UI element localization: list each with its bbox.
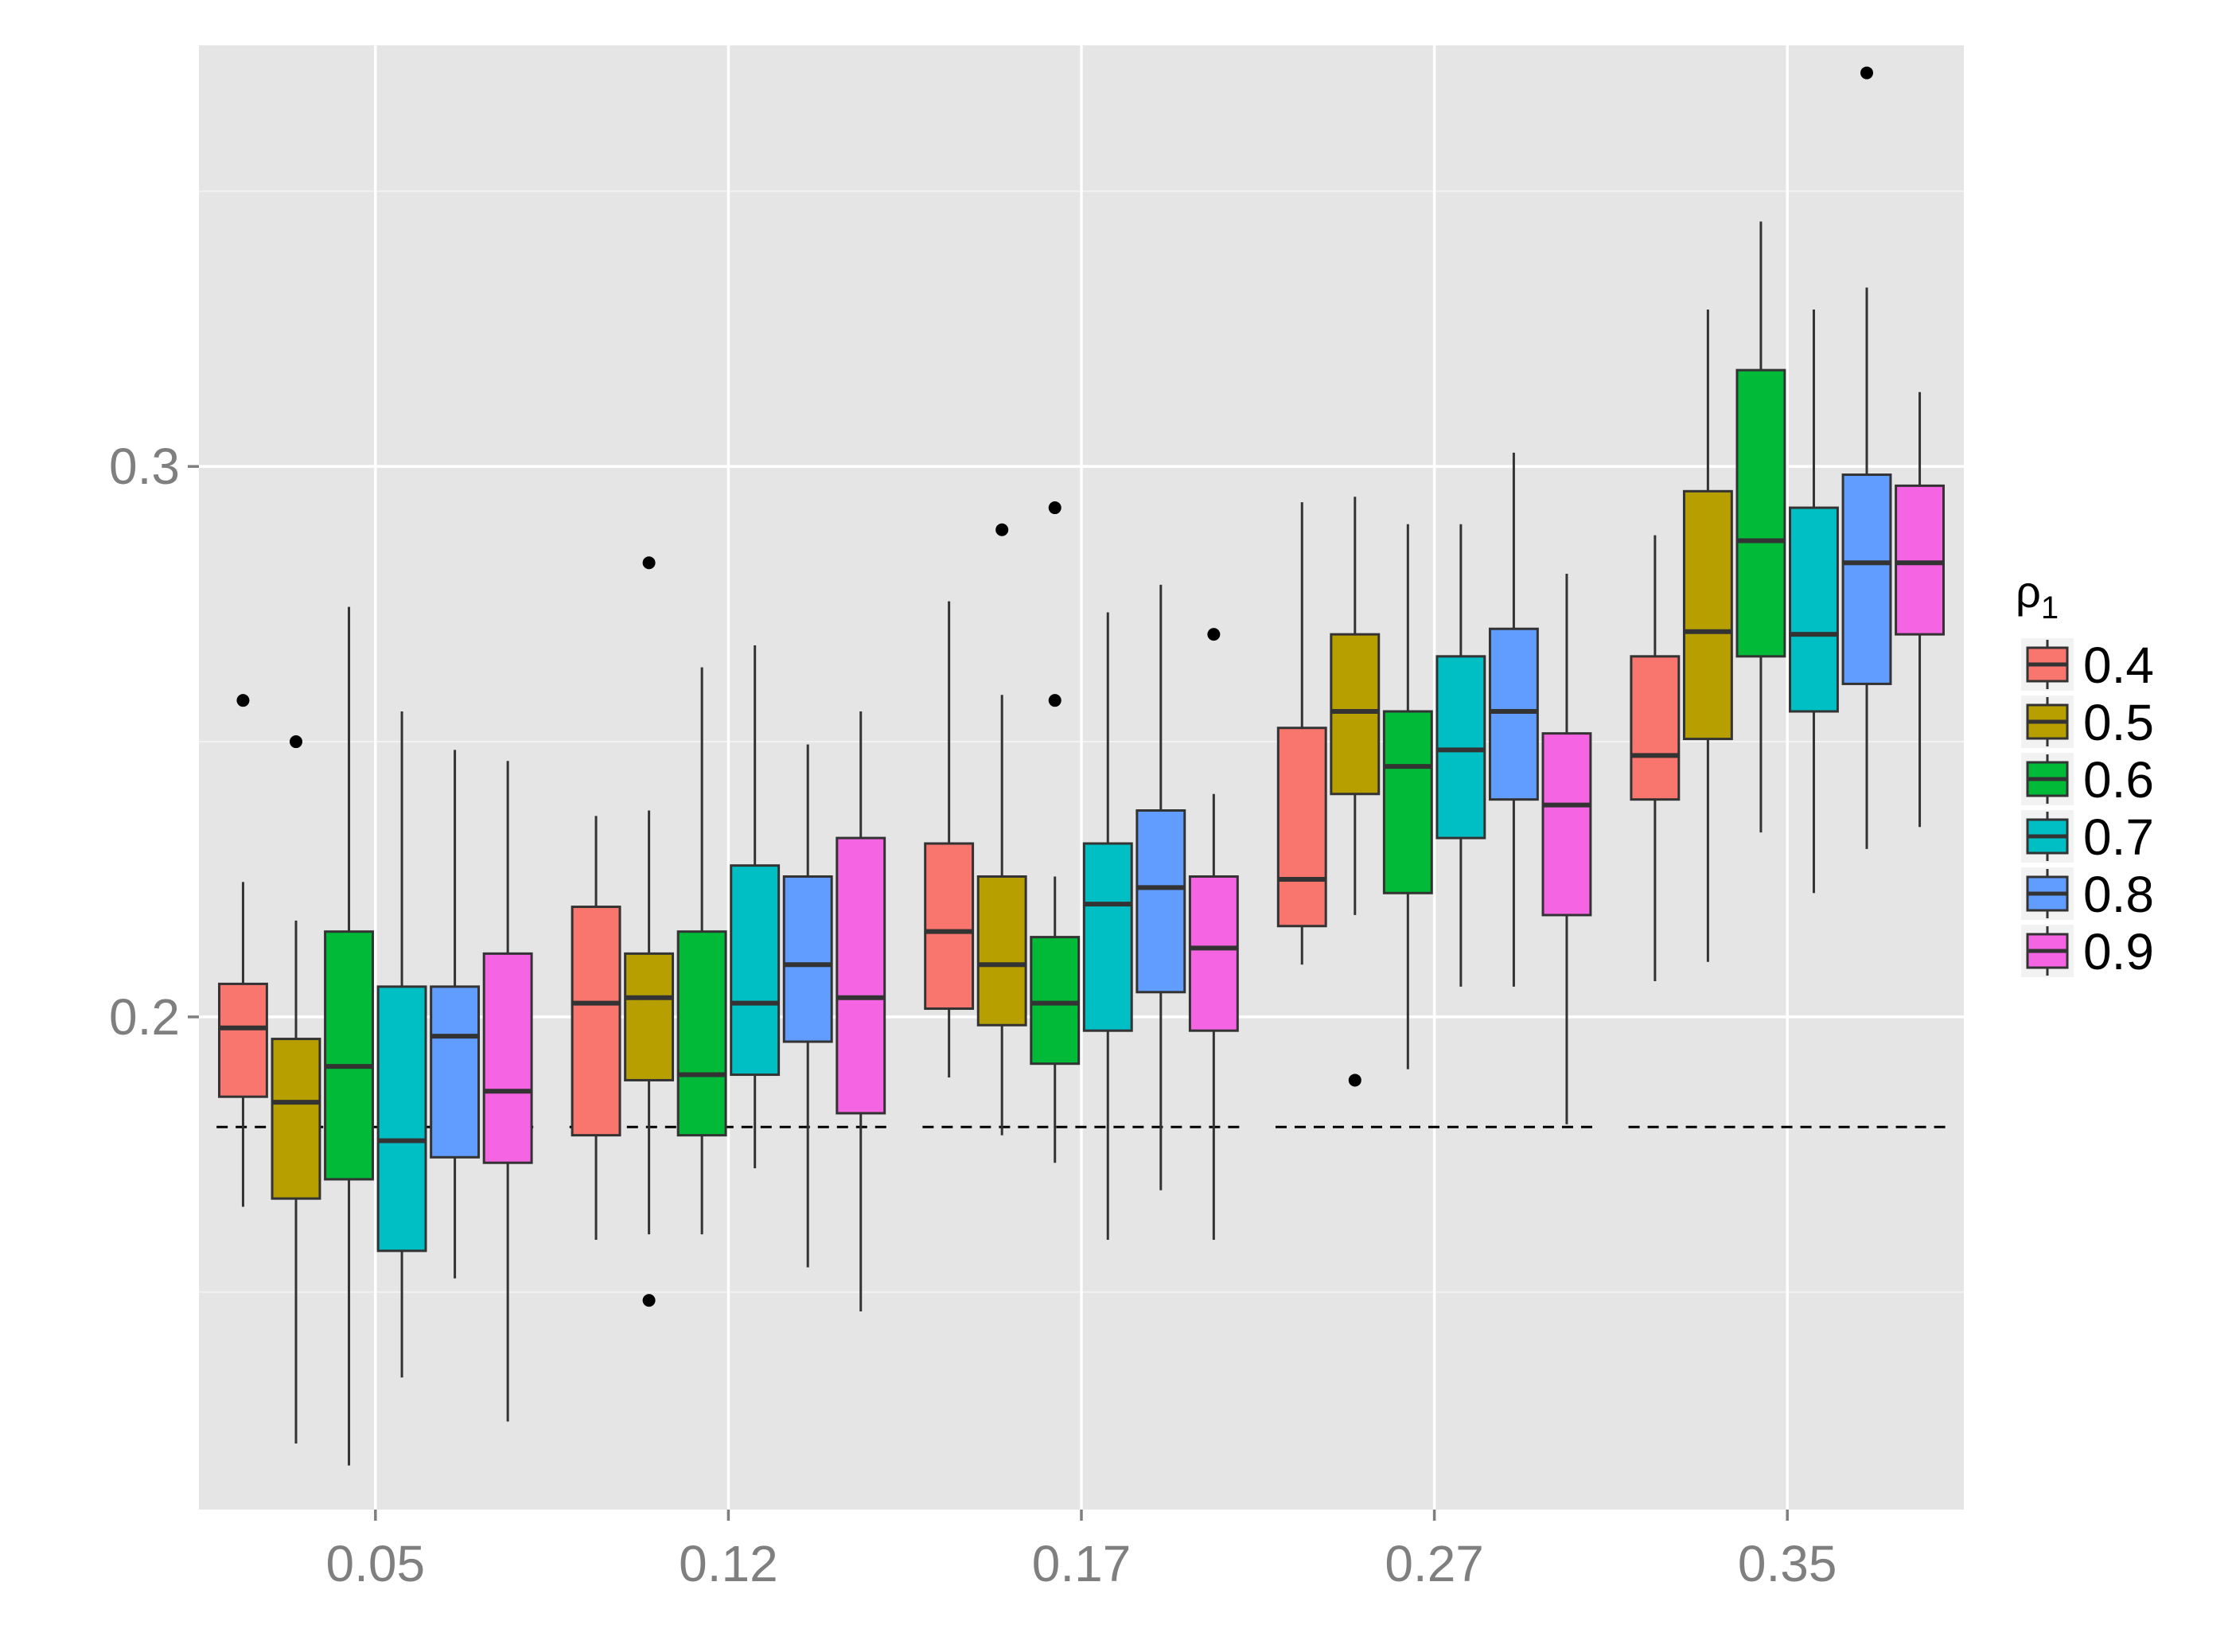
legend-item: 0.4	[2021, 637, 2154, 694]
box-iqr	[1488, 627, 1539, 801]
box-iqr	[430, 985, 481, 1159]
box-group	[676, 667, 727, 1235]
x-tick-label: 0.05	[326, 1535, 426, 1592]
box-iqr	[324, 930, 374, 1181]
legend-label: 0.9	[2083, 923, 2154, 980]
boxplot-marks	[218, 66, 1945, 1466]
box-group	[571, 816, 621, 1241]
box-iqr	[1330, 633, 1381, 796]
legend-title: ρ1	[2016, 567, 2059, 625]
box-group	[976, 523, 1027, 1136]
box-group	[271, 735, 321, 1444]
box-iqr	[676, 930, 727, 1137]
box-group	[1135, 584, 1186, 1190]
box-group	[1435, 524, 1486, 987]
legend-item: 0.7	[2021, 808, 2154, 866]
y-tick-label: 0.3	[109, 438, 180, 495]
box-iqr	[1630, 655, 1681, 801]
outlier-point	[995, 523, 1009, 536]
legend-item: 0.5	[2021, 694, 2154, 751]
outlier-point	[1860, 66, 1874, 80]
legend-label: 0.4	[2083, 637, 2154, 694]
outlier-point	[1207, 628, 1221, 641]
box-iqr	[1082, 842, 1133, 1032]
x-tick-label: 0.35	[1738, 1535, 1837, 1592]
box-group	[1382, 524, 1433, 1070]
legend-label: 0.5	[2083, 694, 2154, 751]
outlier-point	[1348, 1073, 1361, 1087]
outlier-point	[1048, 501, 1061, 515]
box-group	[924, 601, 975, 1077]
box-iqr	[1188, 875, 1239, 1032]
box-iqr	[218, 982, 268, 1098]
box-iqr	[924, 842, 975, 1011]
box-iqr	[976, 875, 1027, 1027]
box-group	[1841, 66, 1892, 849]
legend-title-subscript: 1	[2041, 590, 2059, 625]
box-iqr	[1276, 727, 1327, 928]
box-group	[324, 606, 374, 1466]
box-group	[782, 744, 833, 1268]
box-iqr	[836, 836, 886, 1115]
box-group	[730, 645, 781, 1169]
box-group	[1895, 392, 1945, 828]
box-iqr	[571, 906, 621, 1137]
box-group	[482, 761, 533, 1422]
outlier-point	[642, 556, 656, 570]
box-iqr	[1841, 473, 1892, 685]
legend-label: 0.6	[2083, 751, 2154, 808]
box-iqr	[1135, 809, 1186, 994]
box-iqr	[1735, 368, 1786, 658]
box-group	[218, 694, 268, 1207]
box-group	[1630, 535, 1681, 981]
legend-item: 0.8	[2021, 866, 2154, 923]
box-group	[1735, 221, 1786, 833]
box-group	[1488, 452, 1539, 987]
box-group	[836, 711, 886, 1311]
box-group	[1682, 310, 1733, 962]
x-tick-label: 0.17	[1032, 1535, 1132, 1592]
outlier-point	[1048, 694, 1061, 707]
box-iqr	[1541, 732, 1592, 917]
legend-items: 0.40.50.60.70.80.9	[2021, 637, 2154, 980]
legend-item: 0.9	[2021, 923, 2154, 980]
box-iqr	[271, 1038, 321, 1200]
box-iqr	[1382, 710, 1433, 894]
box-group	[624, 556, 675, 1307]
outlier-point	[642, 1294, 656, 1307]
box-group	[1789, 310, 1839, 894]
box-iqr	[624, 952, 675, 1081]
y-axis: 0.2 0.3	[109, 438, 199, 1046]
x-tick-label: 0.12	[679, 1535, 778, 1592]
box-iqr	[1895, 484, 1945, 636]
legend-title-symbol: ρ	[2016, 567, 2041, 617]
box-iqr	[1435, 655, 1486, 840]
box-iqr	[1789, 506, 1839, 713]
legend-item: 0.6	[2021, 751, 2154, 808]
box-iqr	[482, 952, 533, 1164]
y-tick-label: 0.2	[109, 988, 180, 1046]
x-tick-label: 0.27	[1385, 1535, 1484, 1592]
box-group	[1082, 612, 1133, 1241]
box-iqr	[376, 985, 427, 1253]
box-iqr	[1030, 936, 1081, 1066]
box-group	[1188, 628, 1239, 1241]
box-group	[1330, 497, 1381, 1087]
legend-label: 0.8	[2083, 866, 2154, 923]
box-group	[1541, 574, 1592, 1124]
outlier-point	[289, 735, 302, 749]
legend: ρ1 0.40.50.60.70.80.9	[2016, 567, 2154, 980]
box-group	[1276, 502, 1327, 965]
box-group	[376, 711, 427, 1377]
x-axis: 0.05 0.12 0.17 0.27 0.35	[326, 1510, 1837, 1592]
box-iqr	[782, 875, 833, 1043]
outlier-point	[236, 694, 250, 707]
box-iqr	[730, 864, 781, 1077]
box-group	[430, 750, 481, 1279]
box-group	[1030, 501, 1081, 1163]
box-iqr	[1682, 489, 1733, 741]
legend-label: 0.7	[2083, 808, 2154, 866]
